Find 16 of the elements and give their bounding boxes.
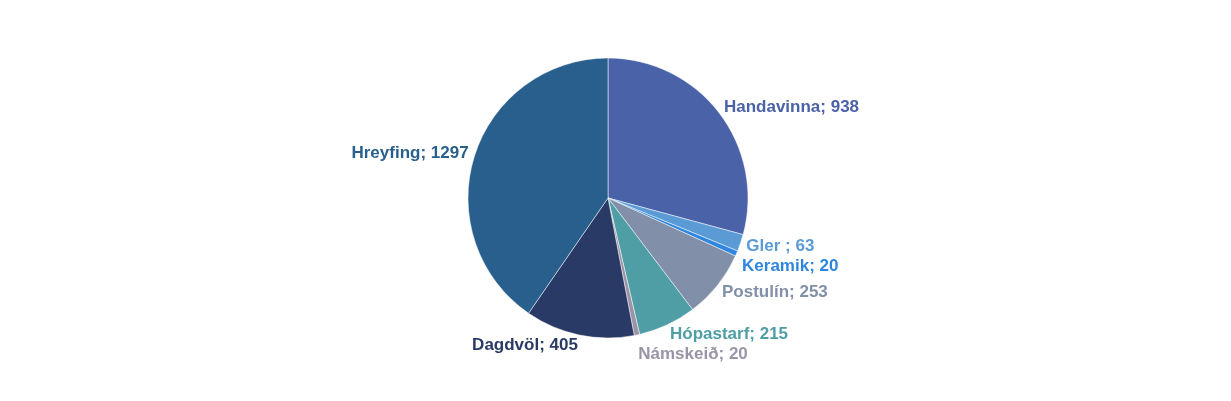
slice-label: Keramik xyxy=(742,256,810,276)
data-label: ; 405 xyxy=(539,334,578,354)
data-label: ; 20 xyxy=(718,343,748,363)
slice-label: Handavinna xyxy=(723,96,821,116)
slice-label: Gler xyxy=(746,236,781,256)
data-label: ; 20 xyxy=(809,256,839,276)
data-label: ; 215 xyxy=(749,323,789,343)
slice-label: Hópastarf xyxy=(669,323,750,343)
data-label: ; 1297 xyxy=(420,143,469,163)
slice-label: Námskeið xyxy=(638,343,719,363)
data-label: ; 63 xyxy=(785,236,815,256)
slice-label: Postulín xyxy=(722,281,790,301)
data-label: ; 253 xyxy=(789,281,828,301)
data-label: ; 938 xyxy=(820,96,860,116)
slice-label: Hreyfing xyxy=(351,143,421,163)
slice-label: Dagdvöl xyxy=(472,334,540,354)
